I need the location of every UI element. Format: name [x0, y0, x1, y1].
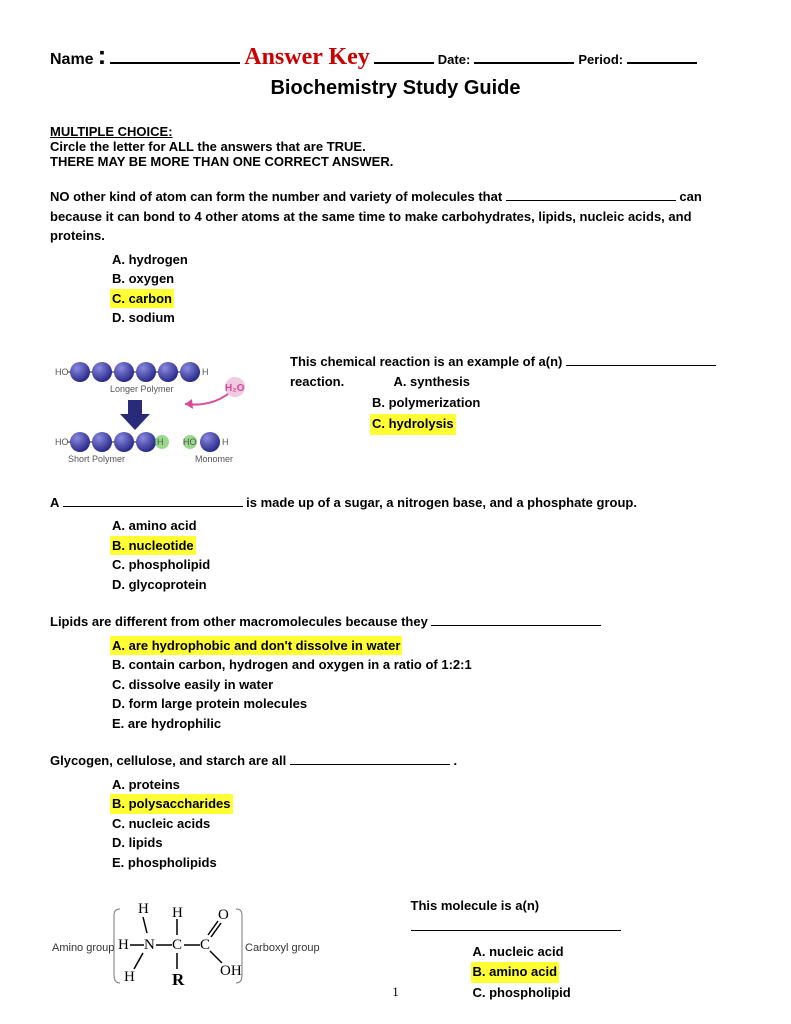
- question-1: NO other kind of atom can form the numbe…: [50, 187, 741, 328]
- answer-choice: C. phospholipid: [471, 983, 573, 1004]
- svg-text:HO: HO: [183, 437, 197, 447]
- answer-choice: B. contain carbon, hydrogen and oxygen i…: [110, 655, 474, 675]
- q4-text: Lipids are different from other macromol…: [50, 612, 741, 632]
- svg-text:HO: HO: [55, 437, 69, 447]
- instructions-line1: Circle the letter for ALL the answers th…: [50, 139, 741, 154]
- svg-text:H: H: [124, 969, 135, 985]
- svg-text:H: H: [172, 905, 183, 921]
- q2-text-before: This chemical reaction is an example of …: [290, 354, 566, 369]
- header-line: Name : Answer Key Date: Period:: [50, 40, 741, 71]
- svg-text:O: O: [218, 907, 229, 923]
- answer-choice: C. nucleic acids: [110, 814, 212, 834]
- answer-choice: A. hydrogen: [110, 250, 190, 270]
- q5-text-after: .: [454, 753, 458, 768]
- q2-text: This chemical reaction is an example of …: [290, 352, 741, 435]
- svg-text:H: H: [157, 437, 164, 447]
- question-5: Glycogen, cellulose, and starch are all …: [50, 751, 741, 872]
- q6-text-before: This molecule is a(n): [411, 898, 540, 913]
- after-key-blank: [374, 48, 434, 64]
- answer-choice: B. oxygen: [110, 269, 176, 289]
- q4-choices: A. are hydrophobic and don't dissolve in…: [110, 636, 741, 734]
- period-blank: [627, 48, 697, 64]
- answer-choice: A. proteins: [110, 775, 182, 795]
- svg-text:Short Polymer: Short Polymer: [68, 454, 125, 464]
- answer-choice: C. phospholipid: [110, 555, 212, 575]
- svg-text:H₂O: H₂O: [225, 383, 245, 394]
- svg-text:Amino group: Amino group: [52, 942, 114, 954]
- answer-choice: C. dissolve easily in water: [110, 675, 275, 695]
- answer-choice: D. lipids: [110, 833, 165, 853]
- page-title: Biochemistry Study Guide: [50, 77, 741, 100]
- name-blank: [110, 48, 240, 64]
- q3-text: A is made up of a sugar, a nitrogen base…: [50, 493, 741, 513]
- q2-blank: [566, 352, 716, 366]
- answer-choice: E. are hydrophilic: [110, 714, 223, 734]
- q3-blank: [63, 493, 243, 507]
- q2-choice: A. synthesis: [391, 374, 472, 389]
- q5-text: Glycogen, cellulose, and starch are all …: [50, 751, 741, 771]
- q5-text-before: Glycogen, cellulose, and starch are all: [50, 753, 290, 768]
- svg-text:HO: HO: [55, 367, 69, 377]
- q6-text: This molecule is a(n) A. nucleic acidB. …: [401, 896, 742, 1004]
- svg-text:C: C: [172, 937, 182, 953]
- period-label: Period:: [578, 52, 623, 67]
- svg-text:H: H: [118, 937, 129, 953]
- q4-text-before: Lipids are different from other macromol…: [50, 614, 431, 629]
- svg-text:OH: OH: [220, 963, 242, 979]
- svg-text:Carboxyl group: Carboxyl group: [245, 942, 320, 954]
- svg-text:C: C: [200, 937, 210, 953]
- question-4: Lipids are different from other macromol…: [50, 612, 741, 733]
- q4-blank: [431, 612, 601, 626]
- section-head: MULTIPLE CHOICE:: [50, 124, 741, 139]
- amino-acid-diagram: Amino group H H N H C H R C O: [50, 901, 330, 994]
- svg-text:H: H: [222, 437, 229, 447]
- svg-text:Longer Polymer: Longer Polymer: [110, 384, 174, 394]
- q2-text-after: reaction.: [290, 374, 344, 389]
- answer-choice: A. amino acid: [110, 516, 199, 536]
- answer-choice: B. polysaccharides: [110, 794, 233, 814]
- q3-text-before: A: [50, 495, 63, 510]
- q6-choices: A. nucleic acidB. amino acidC. phospholi…: [471, 942, 742, 1004]
- svg-text:N: N: [144, 937, 155, 953]
- q3-text-after: is made up of a sugar, a nitrogen base, …: [246, 495, 637, 510]
- page: Name : Answer Key Date: Period: Biochemi…: [0, 0, 791, 1024]
- instructions-line2: THERE MAY BE MORE THAN ONE CORRECT ANSWE…: [50, 154, 741, 169]
- question-3: A is made up of a sugar, a nitrogen base…: [50, 493, 741, 595]
- answer-choice: C. carbon: [110, 289, 174, 309]
- q1-text: NO other kind of atom can form the numbe…: [50, 187, 741, 246]
- answer-choice: A. nucleic acid: [471, 942, 566, 963]
- answer-key-title: Answer Key: [244, 44, 370, 71]
- svg-text:H: H: [202, 367, 209, 377]
- q5-choices: A. proteinsB. polysaccharidesC. nucleic …: [110, 775, 741, 873]
- answer-choice: B. nucleotide: [110, 536, 196, 556]
- q1-text-before: NO other kind of atom can form the numbe…: [50, 189, 506, 204]
- q3-choices: A. amino acidB. nucleotideC. phospholipi…: [110, 516, 741, 594]
- answer-choice: E. phospholipids: [110, 853, 219, 873]
- answer-choice: D. sodium: [110, 308, 177, 328]
- q1-choices: A. hydrogenB. oxygenC. carbonD. sodium: [110, 250, 741, 328]
- page-number: 1: [392, 984, 399, 1000]
- polymer-diagram: HO H Longer Polymer H₂O: [50, 352, 270, 475]
- answer-choice: D. glycoprotein: [110, 575, 209, 595]
- date-blank: [474, 48, 574, 64]
- name-label: Name: [50, 51, 94, 69]
- svg-text:H: H: [138, 901, 149, 917]
- header-colon: :: [98, 40, 107, 71]
- svg-text:R: R: [172, 970, 185, 989]
- svg-text:Monomer: Monomer: [195, 454, 233, 464]
- question-2: HO H Longer Polymer H₂O: [50, 352, 741, 475]
- answer-choice: A. are hydrophobic and don't dissolve in…: [110, 636, 402, 656]
- date-label: Date:: [438, 52, 471, 67]
- answer-choice: D. form large protein molecules: [110, 694, 309, 714]
- q6-blank: [411, 917, 621, 931]
- answer-choice: C. hydrolysis: [370, 414, 456, 435]
- answer-choice: B. polymerization: [370, 393, 482, 414]
- answer-choice: B. amino acid: [471, 962, 560, 983]
- q1-blank: [506, 187, 676, 201]
- q5-blank: [290, 751, 450, 765]
- instructions: MULTIPLE CHOICE: Circle the letter for A…: [50, 124, 741, 169]
